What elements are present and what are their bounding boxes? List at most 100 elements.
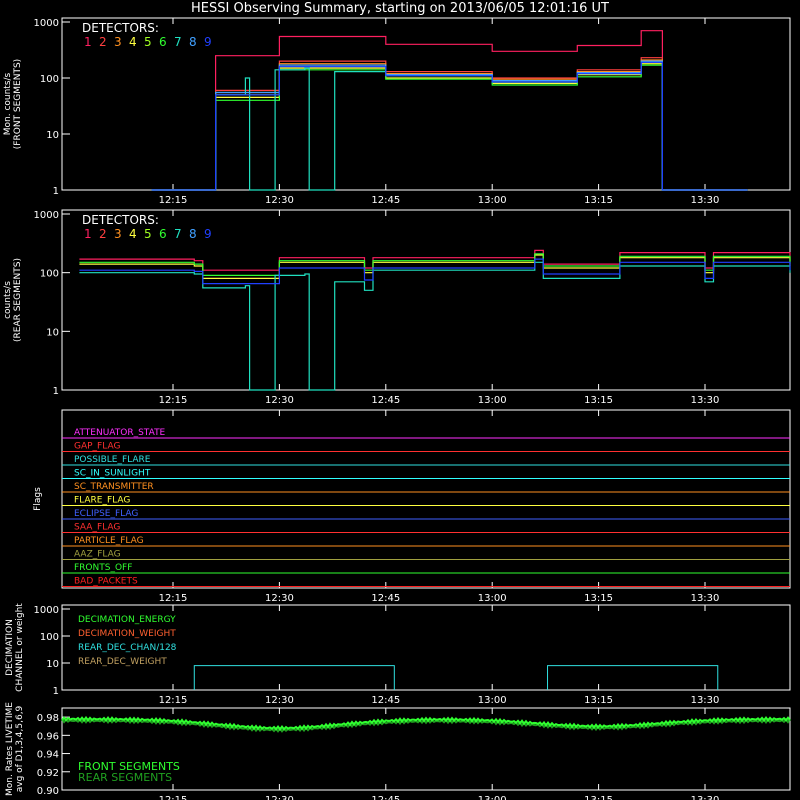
- rear-panel-legend-label: 8: [189, 227, 197, 241]
- rear-panel-legend-label: 7: [174, 227, 182, 241]
- figure-title: HESSI Observing Summary, starting on 201…: [191, 1, 609, 16]
- livetime-legend-label: FRONT SEGMENTS: [78, 760, 180, 773]
- front-panel-legend-label: 4: [129, 35, 137, 49]
- front-series-6: [151, 64, 748, 191]
- livetime-panel-xtick-label: 13:15: [584, 795, 613, 800]
- flag-label: ATTENUATOR_STATE: [74, 428, 166, 438]
- decimation-panel-frame: [61, 604, 791, 691]
- rear-series-9: [79, 258, 791, 285]
- rear-panel-xtick-label: 13:30: [691, 395, 720, 406]
- rear-panel-legend-label: 2: [99, 227, 107, 241]
- front-panel-legend-label: 2: [99, 35, 107, 49]
- livetime-ytick-label: 0.98: [37, 713, 59, 724]
- decimation-panel-ytick-label: 1: [53, 686, 59, 697]
- front-panel-xtick-label: 13:15: [584, 195, 613, 206]
- front-series-4: [151, 63, 748, 191]
- livetime-legend-label: REAR SEGMENTS: [78, 771, 172, 784]
- front-panel-ytick-label: 100: [40, 74, 59, 85]
- decimation-step-1: [193, 665, 395, 690]
- rear-panel-legend-label: 3: [114, 227, 122, 241]
- front-series-1: [151, 30, 748, 191]
- flags-panel-xtick-label: 12:15: [159, 593, 188, 604]
- flag-label: SC_IN_SUNLIGHT: [74, 469, 151, 479]
- front-panel-ylabel: Mon. counts/s: [3, 72, 13, 135]
- rear-panel-ytick-label: 10: [46, 327, 59, 338]
- flags-panel-xtick-label: 12:45: [371, 593, 400, 604]
- front-panel-legend-label: 3: [114, 35, 122, 49]
- flag-label: FLARE_FLAG: [74, 496, 130, 506]
- front-series-9: [151, 61, 748, 191]
- flags-panel-xtick-label: 13:30: [691, 593, 720, 604]
- flag-label: PARTICLE_FLAG: [74, 536, 144, 546]
- front-panel-legend-label: 6: [159, 35, 167, 49]
- rear-panel-xtick-label: 13:00: [478, 395, 507, 406]
- rear-panel-xtick-label: 13:15: [584, 395, 613, 406]
- decimation-panel-xtick-label: 13:00: [478, 695, 507, 706]
- decimation-panel-xtick-label: 12:30: [265, 695, 294, 706]
- front-panel-frame: [61, 17, 791, 191]
- rear-panel-ytick-label: 1: [53, 386, 59, 397]
- rear-panel-ytick-label: 1000: [34, 210, 59, 221]
- flag-label: SAA_FLAG: [74, 523, 120, 533]
- livetime-ytick-label: 0.94: [37, 750, 59, 761]
- decimation-panel-ylabel: CHANNEL or weight: [15, 603, 25, 692]
- rear-panel-xtick-label: 12:15: [159, 395, 188, 406]
- livetime-panel-xtick-label: 13:30: [691, 795, 720, 800]
- front-panel-legend-label: 5: [144, 35, 152, 49]
- front-panel-ytick-label: 10: [46, 130, 59, 141]
- decimation-step-2: [547, 665, 719, 690]
- rear-panel-legend-label: 4: [129, 227, 137, 241]
- flag-label: SC_TRANSMITTER: [74, 482, 154, 492]
- rear-panel-xtick-label: 12:45: [371, 395, 400, 406]
- flag-label: BAD_PACKETS: [74, 577, 138, 587]
- rear-panel-legend-title: DETECTORS:: [82, 213, 159, 227]
- decimation-legend-label: REAR_DEC_CHAN/128: [78, 643, 177, 653]
- decimation-panel-ytick-label: 1000: [34, 605, 59, 616]
- front-panel-xtick-label: 12:30: [265, 195, 294, 206]
- flags-panel-xtick-label: 13:15: [584, 593, 613, 604]
- livetime-front-line: [61, 715, 791, 732]
- livetime-panel-frame: [61, 707, 791, 791]
- rear-panel-legend-label: 6: [159, 227, 167, 241]
- flag-label: AAZ_FLAG: [74, 550, 121, 560]
- rear-panel-legend-label: 1: [84, 227, 92, 241]
- rear-panel-ytick-label: 100: [40, 269, 59, 280]
- front-series-8: [151, 60, 748, 191]
- flags-panel-xtick-label: 13:00: [478, 593, 507, 604]
- rear-panel-xtick-label: 12:30: [265, 395, 294, 406]
- decimation-legend-label: REAR_DEC_WEIGHT: [78, 657, 167, 667]
- livetime-panel-ylabel: avg of D1,3,4,5,6,9: [15, 705, 25, 792]
- flag-label: GAP_FLAG: [74, 442, 120, 452]
- plot-root: 12:15 12:30 12:45 13:00 13:15 13:301101001000…: [3, 17, 791, 800]
- livetime-panel-xtick-label: 13:00: [478, 795, 507, 800]
- decimation-panel-xtick-label: 12:15: [159, 695, 188, 706]
- livetime-panel-xtick-label: 12:15: [159, 795, 188, 800]
- livetime-ytick-label: 0.90: [37, 786, 59, 797]
- front-panel-ylabel: (FRONT SEGMENTS): [13, 59, 23, 149]
- decimation-panel-xtick-label: 13:15: [584, 695, 613, 706]
- livetime-panel-xtick-label: 12:45: [371, 795, 400, 800]
- front-panel-legend-label: 7: [174, 35, 182, 49]
- front-panel-xtick-label: 13:00: [478, 195, 507, 206]
- front-panel-ytick-label: 1: [53, 186, 59, 197]
- front-panel-legend-label: 8: [189, 35, 197, 49]
- decimation-panel-xtick-label: 12:45: [371, 695, 400, 706]
- flag-label: ECLIPSE_FLAG: [74, 509, 138, 519]
- rear-panel-legend-label: 5: [144, 227, 152, 241]
- front-series-7: [151, 60, 748, 191]
- flag-label: POSSIBLE_FLARE: [74, 455, 151, 465]
- flags-panel-xtick-label: 12:30: [265, 593, 294, 604]
- livetime-ytick-label: 0.92: [37, 768, 59, 779]
- front-panel-ytick-label: 1000: [34, 18, 59, 29]
- decimation-panel-ytick-label: 10: [46, 659, 59, 670]
- rear-panel-ylabel: counts/s: [3, 281, 13, 319]
- rear-panel-ylabel: (REAR SEGMENTS): [13, 258, 23, 342]
- flags-panel-ylabel: Flags: [33, 487, 43, 511]
- front-panel-xtick-label: 12:45: [371, 195, 400, 206]
- livetime-panel-ylabel: Mon. Rates LIVETIME: [5, 702, 15, 796]
- front-panel-legend-label: 1: [84, 35, 92, 49]
- front-series-5: [151, 61, 748, 191]
- rear-series-7: [79, 261, 791, 391]
- front-panel-xtick-label: 12:15: [159, 195, 188, 206]
